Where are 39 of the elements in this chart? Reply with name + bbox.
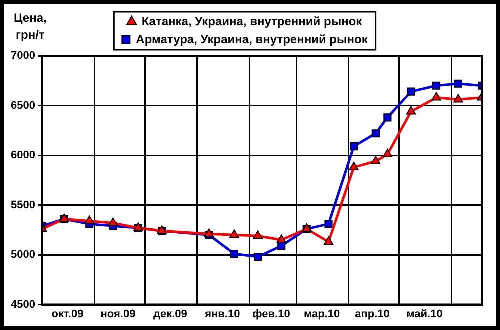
y-tick-label: 7000 xyxy=(10,50,36,62)
y-tick-label: 6000 xyxy=(10,150,36,162)
point xyxy=(371,156,381,164)
point xyxy=(349,162,359,170)
x-tick-label: ноя.09 xyxy=(100,308,136,320)
x-tick-label: май.10 xyxy=(406,308,443,320)
point xyxy=(407,88,416,96)
legend-label: Арматура, Украина, внутренний рынок xyxy=(136,32,369,46)
point xyxy=(454,94,464,103)
point xyxy=(230,250,238,258)
point xyxy=(276,234,286,244)
point xyxy=(432,82,441,90)
x-tick-label: окт.09 xyxy=(52,308,84,320)
x-tick-label: фев.10 xyxy=(252,308,290,320)
x-tick-label: янв.10 xyxy=(205,308,240,320)
legend-label: Катанка, Украина, внутренний рынок xyxy=(142,14,364,28)
point xyxy=(254,252,262,262)
x-tick-label: апр.10 xyxy=(355,308,390,320)
x-tick-label: мар.10 xyxy=(304,308,340,320)
point xyxy=(253,230,263,240)
y-tick-label: 4500 xyxy=(10,298,36,311)
y-tick-label: 6500 xyxy=(10,100,36,112)
point xyxy=(84,216,94,224)
point xyxy=(406,106,416,115)
point xyxy=(324,220,333,228)
point xyxy=(454,80,462,88)
point xyxy=(204,228,214,238)
point xyxy=(350,142,358,151)
point xyxy=(384,114,392,122)
point xyxy=(432,92,442,101)
y-tick-label: 5500 xyxy=(10,199,36,212)
x-tick-label: дек.09 xyxy=(154,308,188,320)
point xyxy=(230,230,240,238)
point xyxy=(324,236,334,246)
point xyxy=(382,149,393,158)
y-tick-label: 5000 xyxy=(10,249,36,262)
point xyxy=(372,130,380,138)
y-axis-title: Цена, грн/т xyxy=(14,10,47,44)
point xyxy=(108,218,118,226)
